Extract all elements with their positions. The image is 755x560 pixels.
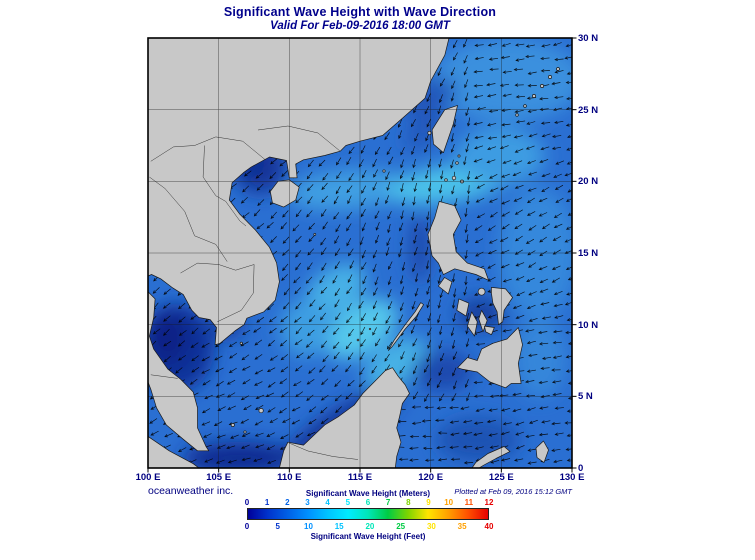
land-panay xyxy=(456,298,470,317)
y-tick-label: 5 N xyxy=(578,391,593,403)
legend-feet-tick-label: 30 xyxy=(426,522,436,531)
y-tick-label: 15 N xyxy=(578,248,599,259)
legend-feet-tick-label: 0 xyxy=(244,522,250,531)
graticule-layer xyxy=(148,38,572,468)
legend-meter-tick-label: 4 xyxy=(325,498,330,507)
legend-feet-tick-label: 35 xyxy=(457,522,467,531)
plot-frame xyxy=(147,37,573,469)
island-natuna xyxy=(258,408,264,414)
plotted-at-text: Plotted at Feb 09, 2016 15:12 GMT xyxy=(454,487,572,496)
chart-subtitle: Valid For Feb-09-2016 18:00 GMT xyxy=(270,20,450,32)
legend-title-meters: Significant Wave Height (Meters) xyxy=(305,489,431,498)
land-sumatra xyxy=(148,436,200,468)
land-negros xyxy=(467,311,478,337)
legend-meter-tick-label: 6 xyxy=(365,498,371,507)
island-batanes xyxy=(457,154,461,158)
island-ryukyu xyxy=(556,67,560,71)
legend-meter-tick-label: 7 xyxy=(385,498,391,507)
legend-feet-tick-label: 5 xyxy=(275,522,280,531)
legend-meter-tick-label: 1 xyxy=(264,498,270,507)
y-tick-label: 20 N xyxy=(578,176,599,188)
land-borneo xyxy=(279,367,410,468)
island-batanes xyxy=(455,161,459,165)
legend-title-feet: Significant Wave Height (Feet) xyxy=(310,532,426,541)
x-tick-label: 130 E xyxy=(559,472,585,483)
legend-meter-tick-label: 3 xyxy=(305,498,310,507)
legend-meter-tick-label: 12 xyxy=(484,498,494,507)
land-layer xyxy=(148,38,560,468)
legend-feet-tick-label: 15 xyxy=(334,522,344,531)
land-malay-peninsula xyxy=(148,291,210,452)
x-tick-label: 110 E xyxy=(277,472,302,483)
island-ryukyu xyxy=(548,75,552,79)
island-masbate xyxy=(477,287,486,296)
credit-text: oceanweather inc. xyxy=(148,485,234,497)
x-tick-label: 115 E xyxy=(347,472,373,483)
y-tick-label: 25 N xyxy=(578,104,599,116)
land-sulawesi-arm xyxy=(471,446,511,468)
island-ryukyu xyxy=(523,104,527,108)
land-mindoro xyxy=(438,277,453,295)
island-babuyan xyxy=(444,178,448,182)
x-tick-label: 100 E xyxy=(135,472,161,483)
legend-feet-tick-label: 10 xyxy=(304,522,313,531)
land-luzon xyxy=(427,201,489,281)
island-paracel xyxy=(313,233,317,236)
y-tick-label: 10 N xyxy=(578,319,599,331)
legend-meter-tick-label: 9 xyxy=(426,498,431,507)
chart-title: Significant Wave Height with Wave Direct… xyxy=(223,5,497,19)
x-tick-label: 120 E xyxy=(418,472,444,483)
island-ryukyu xyxy=(532,94,536,98)
legend-feet-ticks: 0 5 10 15 20 25 30 35 40 xyxy=(244,522,494,531)
legend-meter-tick-label: 8 xyxy=(406,498,411,507)
x-tick-label: 105 E xyxy=(206,472,232,483)
legend-meter-tick-label: 2 xyxy=(285,498,290,507)
legend-meter-tick-label: 11 xyxy=(464,498,474,507)
land-bohol xyxy=(484,325,495,336)
land-mindanao xyxy=(457,327,523,389)
land-hainan xyxy=(269,179,300,208)
y-tick-label: 30 N xyxy=(578,33,599,44)
legend-feet-tick-label: 20 xyxy=(365,522,375,531)
island-spratly xyxy=(368,327,372,331)
island-dot xyxy=(243,430,247,434)
map-plot xyxy=(147,37,577,473)
land-palawan xyxy=(387,302,424,351)
island-ryukyu xyxy=(540,84,544,88)
legend-feet-tick-label: 40 xyxy=(484,522,494,531)
legend-meter-tick-label: 0 xyxy=(244,498,250,507)
island-pratas xyxy=(382,169,386,173)
legend-meter-tick-label: 5 xyxy=(345,498,351,507)
x-tick-label: 125 E xyxy=(488,472,514,483)
land-samar-leyte xyxy=(491,287,513,326)
island-babuyan xyxy=(451,175,457,181)
island-penghu xyxy=(427,130,432,136)
land-cebu xyxy=(478,309,488,333)
island-ryukyu xyxy=(515,113,519,117)
legend-meter-tick-label: 10 xyxy=(444,498,454,507)
island-anambas xyxy=(230,423,235,427)
legend-feet-tick-label: 25 xyxy=(396,522,406,531)
legend-colorbar xyxy=(247,508,489,520)
island-spratly xyxy=(356,338,360,342)
y-tick-label: 0 xyxy=(578,463,584,474)
legend-meters-ticks: 0 1 2 3 4 5 6 7 8 9 10 11 12 xyxy=(244,498,494,507)
island-condao xyxy=(239,341,243,345)
land-halmahera xyxy=(535,440,549,463)
country-borders-layer xyxy=(149,125,359,460)
